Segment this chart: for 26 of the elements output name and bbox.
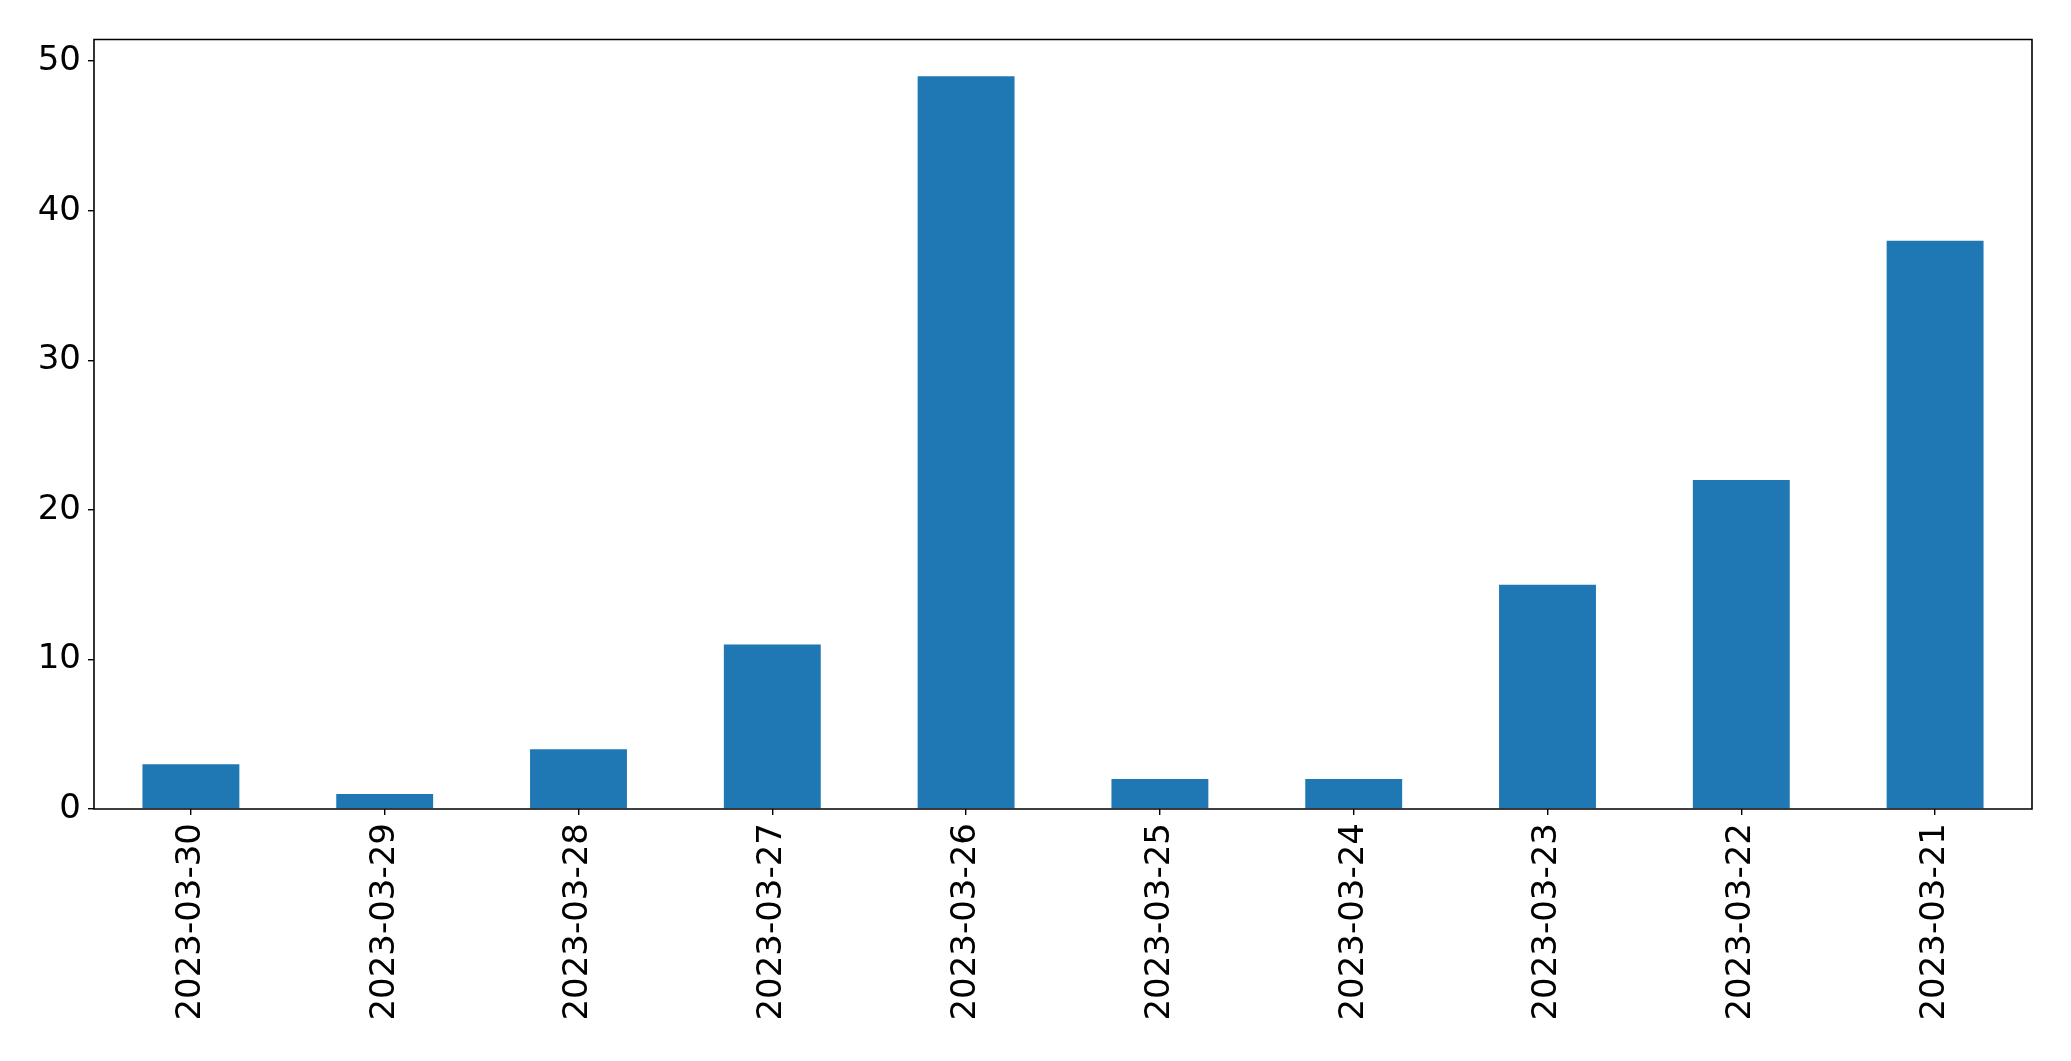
bar: [1692, 479, 1790, 809]
x-tick-label: 2023-03-24: [1330, 823, 1371, 1021]
bar: [917, 76, 1015, 809]
bar: [1305, 779, 1403, 809]
y-tick-label: 0: [59, 785, 81, 826]
bar: [1499, 584, 1596, 809]
x-tick-label: 2023-03-28: [555, 823, 596, 1021]
bar: [1886, 240, 1984, 809]
x-tick-label: 2023-03-27: [749, 823, 790, 1021]
x-tick-label: 2023-03-23: [1524, 823, 1565, 1021]
x-tick-label: 2023-03-21: [1911, 823, 1952, 1021]
bar: [530, 749, 627, 809]
x-tick-label: 2023-03-26: [942, 823, 983, 1021]
bar: [723, 644, 821, 809]
y-tick-label: 40: [37, 187, 81, 228]
bar: [142, 764, 240, 809]
bar: [336, 794, 434, 809]
x-tick-label: 2023-03-30: [167, 823, 208, 1021]
y-tick-label: 30: [37, 337, 81, 378]
y-tick-label: 10: [37, 636, 81, 677]
y-tick-label: 20: [37, 486, 81, 527]
x-tick-label: 2023-03-22: [1718, 823, 1759, 1021]
bar: [1111, 779, 1209, 809]
x-tick-label: 2023-03-29: [361, 823, 402, 1021]
y-tick-label: 50: [37, 38, 81, 79]
x-tick-label: 2023-03-25: [1136, 823, 1177, 1021]
